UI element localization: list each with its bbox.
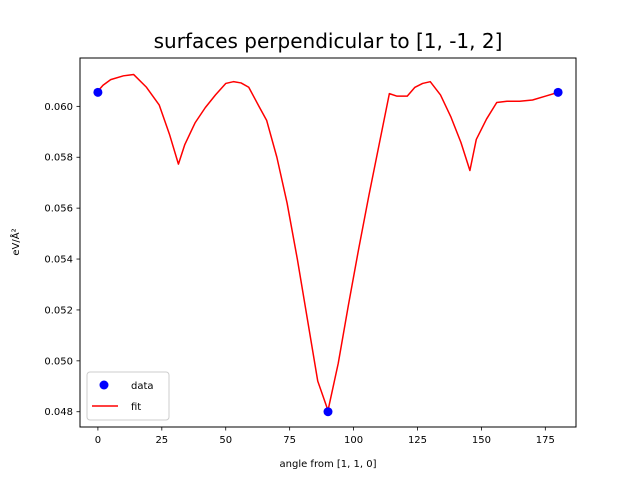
x-tick-label: 100 <box>344 435 363 446</box>
y-tick-label: 0.050 <box>44 356 73 367</box>
legend-box <box>86 371 170 421</box>
x-tick-label: 50 <box>219 435 232 446</box>
x-axis: 0 25 50 75 100 125 150 175 <box>95 427 555 446</box>
legend: data fit <box>86 371 170 421</box>
y-tick-label: 0.052 <box>44 305 73 316</box>
x-tick-label: 75 <box>283 435 296 446</box>
axes-frame <box>79 57 577 428</box>
plot-area <box>93 73 563 417</box>
data-point <box>323 407 333 417</box>
legend-marker-data <box>99 380 109 390</box>
x-tick-label: 25 <box>155 435 168 446</box>
x-tick-label: 175 <box>536 435 555 446</box>
y-axis-label: eV/Å² <box>9 228 22 255</box>
y-tick-label: 0.048 <box>44 407 73 418</box>
x-tick-label: 0 <box>95 435 101 446</box>
legend-label-data: data <box>131 381 154 392</box>
x-tick-label: 150 <box>472 435 491 446</box>
legend-label-fit: fit <box>131 402 141 413</box>
chart-title: surfaces perpendicular to [1, -1, 2] <box>154 29 503 53</box>
y-tick-label: 0.054 <box>44 255 73 266</box>
y-tick-label: 0.058 <box>44 153 73 164</box>
data-point <box>93 87 103 97</box>
y-tick-label: 0.056 <box>44 204 73 215</box>
x-axis-label: angle from [1, 1, 0] <box>280 459 377 470</box>
y-tick-label: 0.060 <box>44 102 73 113</box>
x-tick-label: 125 <box>408 435 427 446</box>
data-point <box>553 87 563 97</box>
y-axis: 0.048 0.050 0.052 0.054 0.056 0.058 0.060 <box>44 102 80 418</box>
fit-line <box>97 73 559 412</box>
